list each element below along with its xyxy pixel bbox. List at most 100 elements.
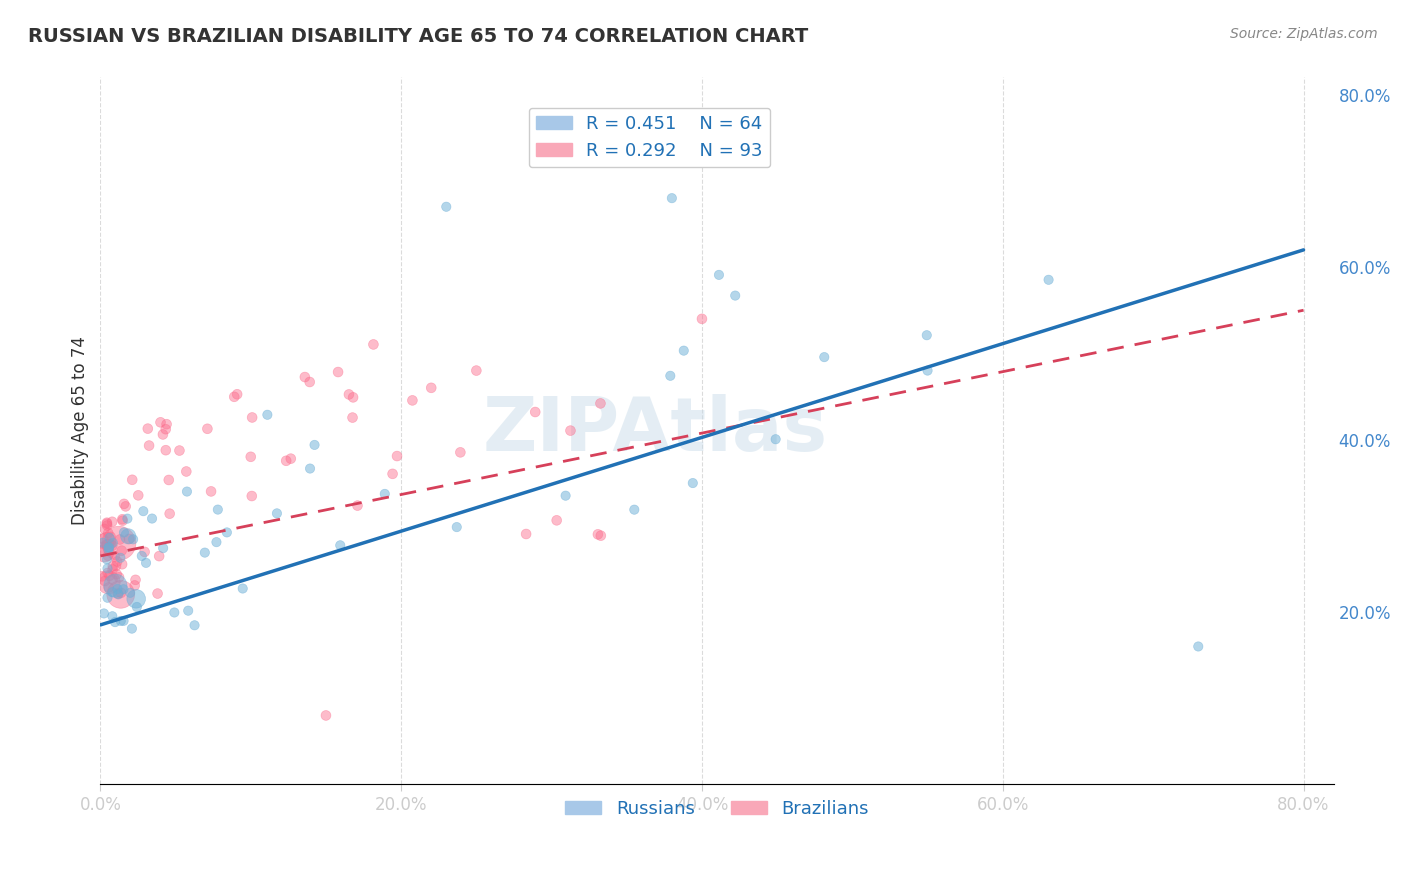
Point (157, 473, 180, 487)
Point (124, 573, 146, 587)
Point (346, 499, 368, 513)
Point (159, 507, 181, 521)
Point (226, 387, 249, 401)
Point (97, 526, 120, 541)
Point (765, 432, 787, 446)
Point (97, 537, 120, 551)
Point (266, 507, 288, 521)
Point (124, 578, 146, 592)
Point (554, 489, 576, 503)
Point (682, 476, 704, 491)
Point (105, 567, 128, 582)
Point (915, 328, 938, 343)
Point (141, 511, 163, 525)
Point (240, 410, 263, 425)
Point (546, 513, 568, 527)
Point (111, 558, 134, 572)
Point (280, 451, 302, 466)
Point (101, 609, 124, 624)
Point (125, 591, 148, 606)
Point (104, 549, 127, 564)
Point (97, 549, 120, 563)
Point (449, 445, 471, 459)
Point (724, 288, 747, 302)
Point (104, 615, 127, 629)
Point (96, 516, 118, 531)
Point (97, 543, 120, 558)
Point (132, 504, 155, 518)
Point (107, 582, 129, 596)
Point (813, 350, 835, 364)
Point (446, 520, 468, 534)
Point (276, 454, 298, 468)
Point (381, 467, 404, 481)
Point (1038, 273, 1060, 287)
Point (98, 531, 121, 545)
Point (363, 337, 385, 351)
Point (110, 614, 132, 628)
Point (342, 410, 364, 425)
Point (118, 532, 141, 546)
Point (112, 525, 135, 540)
Point (232, 582, 254, 596)
Point (110, 586, 132, 600)
Point (155, 422, 177, 436)
Point (101, 559, 124, 574)
Point (917, 363, 939, 377)
Point (589, 396, 612, 410)
Point (111, 512, 134, 526)
Point (329, 538, 352, 552)
Point (163, 606, 186, 620)
Point (97, 575, 120, 590)
Point (207, 502, 229, 516)
Point (96, 552, 118, 566)
Point (385, 449, 408, 463)
Point (101, 562, 124, 576)
Point (138, 439, 160, 453)
Point (105, 555, 128, 569)
Point (623, 502, 645, 516)
Y-axis label: Disability Age 65 to 74: Disability Age 65 to 74 (72, 336, 89, 525)
Point (240, 489, 263, 503)
Point (135, 556, 157, 570)
Text: ZIPAtlas: ZIPAtlas (482, 394, 828, 467)
Point (96, 538, 118, 552)
Point (707, 268, 730, 282)
Point (299, 461, 322, 475)
Point (122, 533, 145, 547)
Point (131, 549, 153, 563)
Point (136, 422, 159, 436)
Point (465, 363, 488, 377)
Point (152, 427, 174, 442)
Point (239, 450, 262, 464)
Point (661, 191, 683, 205)
Point (96, 537, 118, 551)
Point (96, 534, 118, 549)
Point (110, 550, 132, 565)
Point (155, 417, 177, 432)
Point (149, 415, 172, 429)
Text: Source: ZipAtlas.com: Source: ZipAtlas.com (1230, 27, 1378, 41)
Point (120, 586, 142, 600)
Point (374, 487, 396, 501)
Point (134, 545, 156, 559)
Point (315, 708, 337, 723)
Point (177, 604, 200, 618)
Point (108, 533, 131, 547)
Point (97, 581, 120, 595)
Point (183, 618, 205, 632)
Point (100, 537, 122, 551)
Point (112, 614, 135, 628)
Point (215, 525, 238, 540)
Point (121, 473, 143, 487)
Point (96, 518, 118, 533)
Point (93, 607, 115, 621)
Point (91, 543, 114, 558)
Point (101, 585, 124, 599)
Point (1187, 640, 1209, 654)
Point (200, 484, 222, 499)
Point (91, 535, 114, 549)
Point (125, 599, 148, 614)
Point (515, 527, 537, 541)
Point (672, 343, 695, 358)
